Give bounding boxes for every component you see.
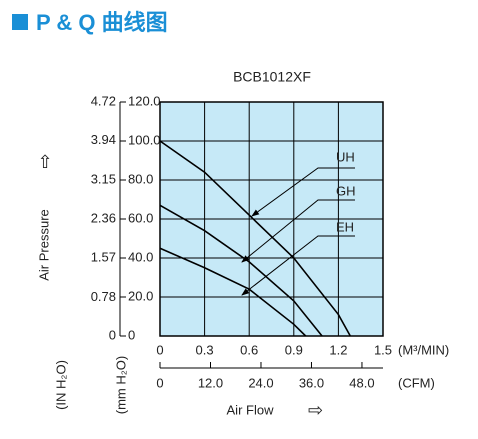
y2-tick-label: 3.15 [91, 171, 116, 186]
y-unit: (mm H₂O) [113, 356, 128, 414]
curve [159, 140, 351, 337]
y-tick-label: 120.0 [128, 93, 161, 108]
y-tick-label: 100.0 [128, 132, 161, 147]
x-tick-label: 0.6 [240, 342, 258, 357]
x2-tick-label: 0 [156, 375, 163, 390]
x2-tick-label: 24.0 [248, 375, 273, 390]
curve-label: EH [336, 219, 354, 234]
x2-unit: (CFM) [398, 375, 435, 390]
y2-tick-label: 3.94 [91, 132, 116, 147]
x-tick-label: 0 [156, 342, 163, 357]
leader-line [241, 235, 355, 296]
chart-title: BCB1012XF [233, 69, 311, 85]
x-tick-label: 0.9 [285, 342, 303, 357]
x2-tick-label: 36.0 [299, 375, 324, 390]
y-axis-label: Air Pressure [36, 209, 51, 281]
y-tick-label: 40.0 [128, 249, 153, 264]
leader-line [251, 167, 355, 217]
x2-tick-label: 12.0 [198, 375, 223, 390]
leader-line [241, 199, 355, 263]
x-tick-label: 1.5 [374, 342, 392, 357]
y2-tick-label: 0.78 [91, 289, 116, 304]
header-icon [12, 14, 28, 30]
y-tick-label: 0 [128, 327, 135, 342]
right-arrow: ⇨ [308, 400, 323, 420]
y-tick-label: 60.0 [128, 210, 153, 225]
y-tick-label: 80.0 [128, 171, 153, 186]
x-axis-label: Air Flow [227, 402, 275, 417]
y2-tick-label: 1.57 [91, 250, 116, 265]
header-title: P & Q 曲线图 [36, 10, 168, 35]
curve-label: GH [336, 183, 356, 198]
x-unit: (M³/MIN) [398, 342, 449, 357]
up-arrow: ⇧ [37, 152, 52, 172]
y2-tick-label: 4.72 [91, 93, 116, 108]
curve-label: UH [336, 149, 355, 164]
x-tick-label: 0.3 [196, 342, 214, 357]
y2-tick-label: 0 [109, 327, 116, 342]
y2-tick-label: 2.36 [91, 210, 116, 225]
x-tick-label: 1.2 [329, 342, 347, 357]
y2-unit: (IN H₂O) [53, 360, 68, 410]
y-tick-label: 20.0 [128, 288, 153, 303]
x2-tick-label: 48.0 [349, 375, 374, 390]
